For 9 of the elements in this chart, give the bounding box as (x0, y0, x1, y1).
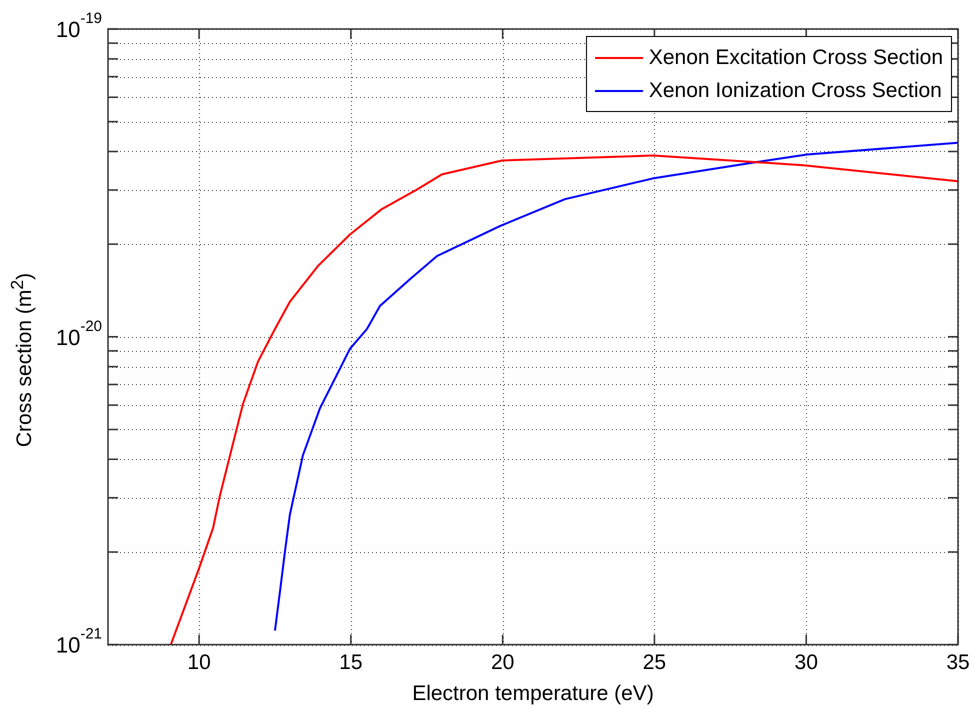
x-tick-label: 35 (946, 650, 970, 674)
legend-label: Xenon Ionization Cross Section (648, 78, 942, 102)
x-tick-label: 15 (339, 650, 363, 674)
x-axis-title: Electron temperature (eV) (412, 682, 654, 706)
x-tick-label: 25 (642, 650, 666, 674)
x-tick-label: 20 (490, 650, 514, 674)
x-tick-label: 10 (187, 650, 211, 674)
x-tick-label: 30 (794, 650, 818, 674)
legend-label: Xenon Excitation Cross Section (648, 46, 943, 70)
